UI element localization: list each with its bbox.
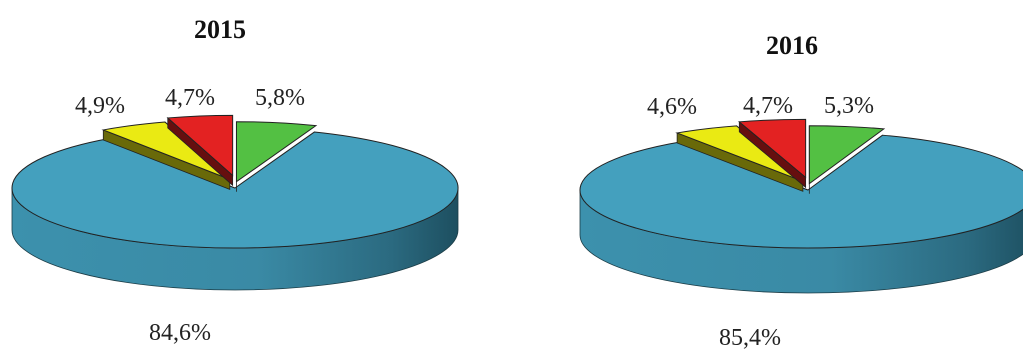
slice-top xyxy=(675,125,804,182)
slice-label-green: 5,3% xyxy=(824,93,874,119)
slice-top xyxy=(166,114,234,177)
pie-slice xyxy=(738,118,807,189)
slice-label-yellow: 4,6% xyxy=(647,94,697,120)
slice-label-red: 4,7% xyxy=(743,93,793,119)
slice-top xyxy=(738,118,807,179)
slice-label-main: 85,4% xyxy=(719,325,781,351)
pie-slice xyxy=(235,121,318,192)
pie-slice xyxy=(101,121,231,190)
slice-top xyxy=(101,121,231,180)
slice-top xyxy=(11,131,459,249)
slice-top xyxy=(808,125,886,185)
slice-label-yellow: 4,9% xyxy=(75,93,125,119)
pie-slice xyxy=(166,114,234,187)
slice-label-red: 4,7% xyxy=(165,85,215,111)
pie-3d-body xyxy=(579,118,1023,294)
pie-slice xyxy=(579,134,1023,294)
pie-slice xyxy=(11,131,459,291)
slice-top xyxy=(579,134,1023,249)
chart-title: 2015 xyxy=(194,15,246,44)
slice-label-green: 5,8% xyxy=(255,85,305,111)
pie-3d-body xyxy=(11,114,459,291)
pie-slice xyxy=(808,125,886,194)
chart-title: 2016 xyxy=(766,31,818,60)
pie-chart-2015: 2015 84,6% 4,9% 4,7% 5,8% xyxy=(11,15,459,346)
pie-slice xyxy=(675,125,804,192)
pie-chart-2016: 2016 85,4% 4,6% 4,7% 5,3% xyxy=(579,31,1023,351)
slice-top xyxy=(235,121,318,183)
slice-label-main: 84,6% xyxy=(149,320,211,346)
